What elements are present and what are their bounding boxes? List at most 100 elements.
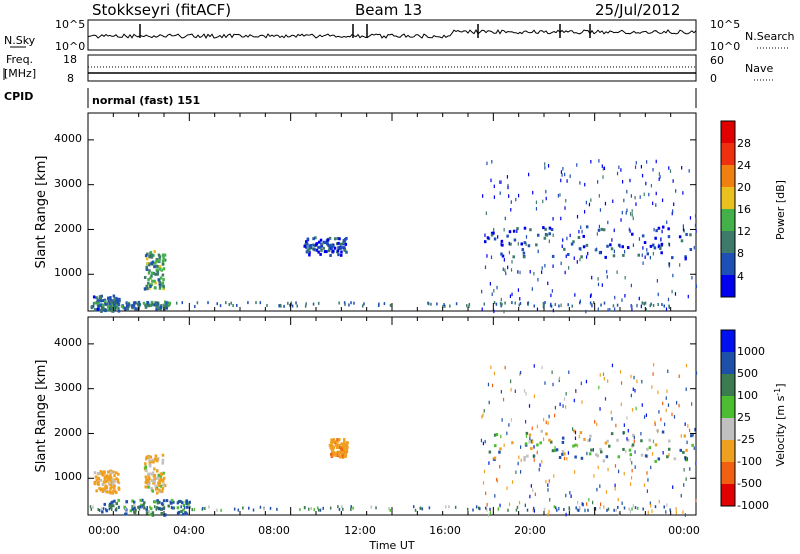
heatmap-cell [558, 455, 562, 459]
heatmap-cell [560, 178, 562, 183]
heatmap-cell [687, 424, 689, 428]
heatmap-cell [662, 401, 664, 406]
heatmap-cell [565, 405, 567, 409]
heatmap-cell [535, 243, 538, 247]
heatmap-cell [248, 506, 250, 510]
heatmap-cell [152, 460, 155, 464]
heatmap-cell [547, 421, 549, 425]
colorbar-swatch [721, 330, 735, 353]
heatmap-cell [128, 303, 131, 307]
heatmap-cell [528, 172, 530, 177]
heatmap-cell [599, 208, 602, 212]
heatmap-cell [516, 227, 519, 231]
heatmap-cell [337, 246, 340, 250]
heatmap-cell [694, 427, 696, 432]
heatmap-cell [486, 161, 488, 166]
heatmap-cell [208, 505, 210, 509]
heatmap-cell [682, 450, 685, 454]
heatmap-cell [598, 194, 600, 198]
heatmap-cell [689, 233, 692, 237]
heatmap-cell [667, 447, 671, 451]
heatmap-cell [477, 506, 480, 510]
heatmap-cell [150, 460, 154, 464]
heatmap-cell [585, 309, 587, 314]
heatmap-cell [158, 267, 162, 271]
heatmap-cell [178, 499, 181, 503]
heatmap-cell [642, 507, 644, 511]
heatmap-cell [147, 278, 150, 282]
heatmap-cell [548, 509, 550, 514]
heatmap-cell [486, 502, 488, 507]
heatmap-cell [490, 178, 492, 183]
heatmap-cell [692, 432, 694, 437]
heatmap-cell [332, 446, 335, 450]
heatmap-cell [112, 489, 115, 493]
heatmap-cell [154, 286, 157, 290]
heatmap-cell [154, 281, 157, 285]
heatmap-cell [607, 467, 609, 472]
heatmap-cell [678, 374, 680, 379]
heatmap-cell [333, 440, 336, 444]
heatmap-cell [578, 301, 581, 305]
heatmap-cell [532, 508, 534, 513]
freq-right-tick-top: 60 [710, 54, 724, 67]
heatmap-cell [189, 505, 191, 509]
heatmap-cell [553, 413, 556, 418]
heatmap-cell [115, 303, 119, 307]
heatmap-cell [651, 452, 654, 456]
heatmap-cell [636, 303, 638, 308]
heatmap-cell [143, 287, 147, 291]
heatmap-cell [346, 441, 349, 445]
heatmap-cell [495, 477, 498, 482]
heatmap-cell [579, 431, 583, 435]
heatmap-cell [485, 211, 487, 215]
heatmap-cell [111, 500, 114, 504]
heatmap-cell [507, 183, 509, 188]
heatmap-cell [682, 227, 685, 232]
heatmap-cell [626, 416, 628, 420]
heatmap-cell [501, 418, 503, 422]
heatmap-cell [500, 434, 502, 439]
heatmap-cell [110, 470, 113, 474]
heatmap-cell [532, 488, 534, 492]
heatmap-cell [489, 511, 492, 515]
heatmap-cell [428, 506, 431, 510]
heatmap-cell [668, 242, 670, 246]
heatmap-cell [107, 482, 111, 486]
heatmap-cell [552, 308, 554, 313]
heatmap-cell [689, 467, 691, 471]
heatmap-cell [573, 470, 576, 474]
heatmap-cell [378, 302, 380, 306]
heatmap-cell [569, 174, 571, 178]
heatmap-cell [559, 402, 561, 407]
heatmap-cell [328, 244, 332, 248]
heatmap-cell [537, 277, 539, 282]
heatmap-cell [322, 506, 324, 510]
heatmap-cell [552, 233, 554, 238]
heatmap-cell [148, 286, 151, 290]
heatmap-cell [551, 449, 555, 453]
heatmap-cell [625, 211, 627, 215]
heatmap-cell [643, 192, 645, 197]
heatmap-cell [116, 301, 120, 305]
heatmap-cell [510, 208, 512, 212]
heatmap-cell [679, 263, 681, 267]
heatmap-cell [652, 201, 654, 206]
heatmap-cell [176, 506, 180, 510]
heatmap-cell [481, 307, 483, 311]
heatmap-cell [158, 506, 161, 510]
heatmap-cell [191, 508, 193, 512]
heatmap-cell [507, 508, 509, 512]
heatmap-cell [649, 501, 651, 506]
power-cbar-tick-24: 24 [737, 159, 751, 172]
heatmap-cell [155, 260, 158, 264]
heatmap-cell [526, 454, 529, 458]
heatmap-cell [143, 501, 146, 505]
heatmap-cell [99, 478, 103, 482]
heatmap-cell [327, 243, 330, 247]
heatmap-cell [276, 507, 278, 511]
heatmap-cell [159, 484, 163, 488]
heatmap-cell [606, 275, 608, 279]
heatmap-cell [330, 443, 334, 447]
heatmap-cell [488, 461, 490, 465]
